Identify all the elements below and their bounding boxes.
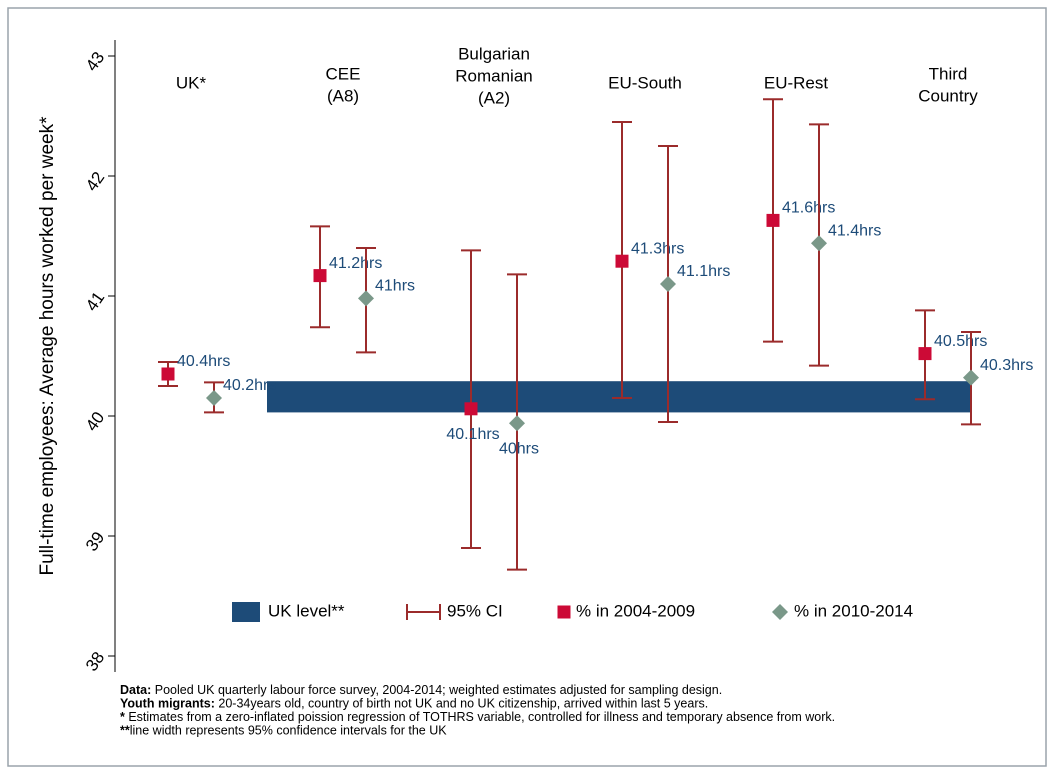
note-text: 20-34years old, country of birth not UK … (215, 697, 708, 711)
category-label: UK* (176, 73, 207, 92)
y-axis-title: Full-time employees: Average hours worke… (37, 116, 58, 576)
note-text: line width represents 95% confidence int… (130, 724, 447, 738)
point (358, 290, 374, 307)
legend-swatch (232, 602, 260, 622)
point (660, 276, 676, 292)
category-label: Country (918, 86, 978, 105)
point (811, 235, 827, 252)
category-label: EU-Rest (764, 73, 829, 92)
note-bold: * (120, 710, 125, 724)
value-label: 40hrs (499, 440, 539, 457)
legend-label: % in 2004-2009 (576, 601, 695, 620)
value-label: 41hrs (375, 278, 415, 295)
category-label: CEE (326, 64, 361, 83)
value-label: 41.1hrs (677, 263, 730, 280)
uk-level-band (267, 381, 970, 413)
note: Youth migrants: 20-34years old, country … (120, 697, 708, 711)
legend-swatch (557, 605, 571, 619)
note: Data: Pooled UK quarterly labour force s… (120, 683, 722, 697)
note-text: Estimates from a zero-inflated poission … (125, 710, 835, 724)
value-label: 41.3hrs (631, 240, 684, 257)
category-label: (A2) (478, 88, 510, 107)
category-label: Bulgarian (458, 44, 530, 63)
point (509, 415, 525, 432)
value-label: 40.1hrs (446, 426, 499, 443)
point (206, 390, 222, 406)
point (313, 269, 327, 283)
point (615, 254, 629, 268)
legend-label: % in 2010-2014 (794, 601, 913, 620)
legend-label: UK level** (268, 601, 345, 620)
note-text: Pooled UK quarterly labour force survey,… (151, 683, 722, 697)
value-label: 40.4hrs (177, 353, 230, 370)
category-label: EU-South (608, 73, 682, 92)
note-bold: ** (120, 724, 130, 738)
note: * Estimates from a zero-inflated poissio… (120, 710, 835, 724)
error-bar (461, 249, 481, 549)
note-bold: Data: (120, 683, 151, 697)
point (766, 213, 780, 227)
legend-label: 95% CI (447, 601, 503, 620)
point (161, 367, 175, 381)
point (963, 369, 979, 386)
point (464, 402, 478, 416)
category-label: Romanian (455, 66, 533, 85)
point (918, 347, 932, 361)
value-label: 40.5hrs (934, 333, 987, 350)
value-label: 41.4hrs (828, 222, 881, 239)
category-label: (A8) (327, 86, 359, 105)
category-label: Third (929, 64, 968, 83)
value-label: 41.6hrs (782, 200, 835, 217)
note: **line width represents 95% confidence i… (120, 724, 447, 738)
legend-swatch (772, 604, 788, 620)
value-label: 41.2hrs (329, 255, 382, 272)
value-label: 40.3hrs (980, 357, 1033, 374)
value-label: 40.2hrs (223, 377, 276, 394)
note-bold: Youth migrants: (120, 697, 215, 711)
